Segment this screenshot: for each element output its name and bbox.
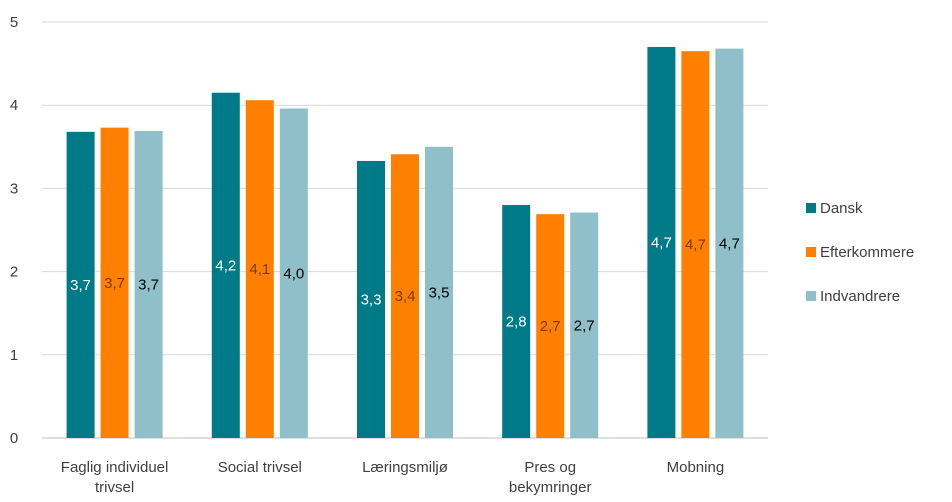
bar <box>502 205 531 438</box>
bar <box>100 127 129 438</box>
legend-swatch-indvandrere <box>806 291 816 301</box>
bar <box>647 46 676 439</box>
y-tick-label: 3 <box>10 180 18 197</box>
legend: Dansk Efterkommere Indvandrere <box>806 198 914 330</box>
bar <box>391 154 419 438</box>
bar <box>66 131 95 438</box>
data-label: 3,3 <box>361 291 382 308</box>
bar <box>715 48 744 439</box>
legend-item-dansk: Dansk <box>806 198 914 218</box>
bar <box>536 214 565 438</box>
legend-swatch-efterkommere <box>806 247 816 257</box>
x-tick-label: Social trivsel <box>218 459 302 476</box>
data-label: 4,7 <box>651 234 672 251</box>
legend-label-dansk: Dansk <box>820 199 863 217</box>
data-label: 4,0 <box>283 265 304 282</box>
legend-swatch-dansk <box>806 203 816 213</box>
data-label: 4,7 <box>685 237 706 254</box>
legend-item-indvandrere: Indvandrere <box>806 286 914 306</box>
bar <box>681 51 710 439</box>
bar <box>245 100 274 438</box>
data-label: 3,7 <box>104 275 125 292</box>
data-label: 3,5 <box>429 284 450 301</box>
data-label: 2,7 <box>540 318 561 335</box>
legend-item-efterkommere: Efterkommere <box>806 242 914 262</box>
x-tick-label: trivsel <box>95 479 134 496</box>
legend-label-indvandrere: Indvandrere <box>820 287 901 305</box>
y-tick-label: 1 <box>10 347 18 364</box>
x-tick-label: bekymringer <box>509 479 592 496</box>
data-label: 3,7 <box>138 276 159 293</box>
x-tick-label: Faglig individuel <box>61 459 169 476</box>
data-label: 4,7 <box>719 235 740 252</box>
y-tick-label: 2 <box>10 264 18 281</box>
y-tick-label: 5 <box>10 14 18 31</box>
bar <box>279 108 308 438</box>
legend-label-efterkommere: Efterkommere <box>820 243 915 261</box>
bar <box>134 130 163 438</box>
bar <box>425 146 453 439</box>
data-label: 2,8 <box>506 314 527 331</box>
x-tick-label: Mobning <box>667 459 725 476</box>
y-tick-label: 4 <box>10 97 18 114</box>
bar <box>570 212 599 438</box>
data-label: 3,7 <box>70 277 91 294</box>
data-label: 4,1 <box>249 261 270 278</box>
bar <box>211 92 240 438</box>
data-label: 2,7 <box>574 317 595 334</box>
x-tick-label: Læringsmiljø <box>362 459 448 476</box>
data-label: 4,2 <box>215 257 236 274</box>
bar <box>357 160 385 438</box>
y-tick-label: 0 <box>10 430 18 447</box>
x-tick-label: Pres og <box>524 459 576 476</box>
data-label: 3,4 <box>395 288 416 305</box>
